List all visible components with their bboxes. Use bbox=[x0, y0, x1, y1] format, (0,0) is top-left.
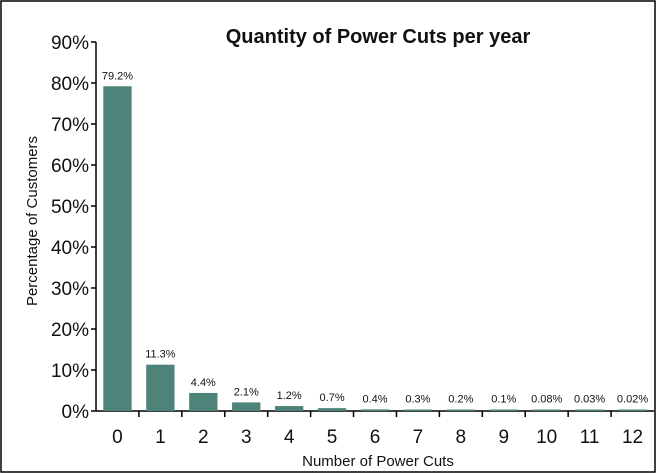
bar-value-label: 0.03% bbox=[574, 394, 605, 406]
bar bbox=[489, 409, 518, 411]
bar bbox=[232, 402, 261, 411]
y-tick-label: 90% bbox=[51, 33, 89, 54]
bar bbox=[103, 86, 132, 411]
x-tick-label: 12 bbox=[622, 427, 643, 448]
chart-title: Quantity of Power Cuts per year bbox=[226, 26, 531, 48]
bar bbox=[274, 406, 304, 411]
x-axis-label: Number of Power Cuts bbox=[302, 453, 454, 470]
bar-value-label: 2.1% bbox=[234, 386, 259, 398]
y-axis-label: Percentage of Customers bbox=[24, 136, 41, 306]
bar-value-label: 0.1% bbox=[491, 394, 516, 406]
bar bbox=[532, 409, 561, 411]
bar bbox=[146, 364, 175, 411]
y-tick-label: 10% bbox=[51, 361, 89, 382]
x-tick-label: 0 bbox=[112, 427, 123, 448]
data-labels: 79.2% 11.3% 4.4% 2.1% 1.2% 0.7% 0.4% 0.3% 0.2% 0.… bbox=[102, 70, 648, 405]
x-tick-label: 10 bbox=[536, 427, 557, 448]
y-tick-label: 30% bbox=[51, 279, 89, 300]
x-tick-label: 11 bbox=[580, 427, 600, 448]
x-tick-label: 2 bbox=[198, 427, 209, 448]
bars bbox=[103, 86, 647, 411]
x-tick-label: 1 bbox=[155, 427, 166, 448]
bar-value-label: 0.3% bbox=[405, 394, 430, 406]
y-tick-label: 20% bbox=[51, 320, 89, 341]
bar bbox=[360, 409, 390, 411]
y-tick-label: 50% bbox=[51, 197, 89, 218]
bar-value-label: 4.4% bbox=[191, 377, 216, 389]
bar bbox=[317, 408, 347, 411]
bar-value-label: 1.2% bbox=[277, 390, 302, 402]
x-tick-label: 4 bbox=[284, 427, 295, 448]
y-tick-label: 70% bbox=[51, 115, 89, 136]
bar bbox=[403, 409, 433, 411]
bar bbox=[446, 409, 476, 411]
bar-value-label: 0.08% bbox=[531, 394, 562, 406]
bar-value-label: 0.4% bbox=[362, 393, 387, 405]
bar bbox=[189, 392, 218, 411]
y-tick-label: 40% bbox=[51, 238, 89, 259]
bar bbox=[618, 409, 647, 411]
x-tick-label: 6 bbox=[370, 427, 381, 448]
y-tick-label: 60% bbox=[51, 156, 89, 177]
y-tick-label: 0% bbox=[62, 402, 90, 423]
bar-value-label: 79.2% bbox=[102, 70, 133, 82]
bar-value-label: 0.02% bbox=[617, 394, 648, 406]
x-tick-label: 8 bbox=[456, 427, 467, 448]
x-tick-label: 7 bbox=[413, 427, 424, 448]
bar-value-label: 0.7% bbox=[320, 392, 345, 404]
y-axis: 0% 10% 20% 30% 40% 50% 60% 70% 80% 90% bbox=[51, 33, 97, 423]
bar bbox=[575, 409, 604, 411]
y-tick-label: 80% bbox=[51, 74, 89, 95]
x-tick-label: 3 bbox=[241, 427, 252, 448]
bar-value-label: 0.2% bbox=[448, 394, 473, 406]
x-tick-label: 5 bbox=[327, 427, 338, 448]
bar-value-label: 11.3% bbox=[145, 349, 176, 361]
x-tick-label: 9 bbox=[498, 427, 509, 448]
